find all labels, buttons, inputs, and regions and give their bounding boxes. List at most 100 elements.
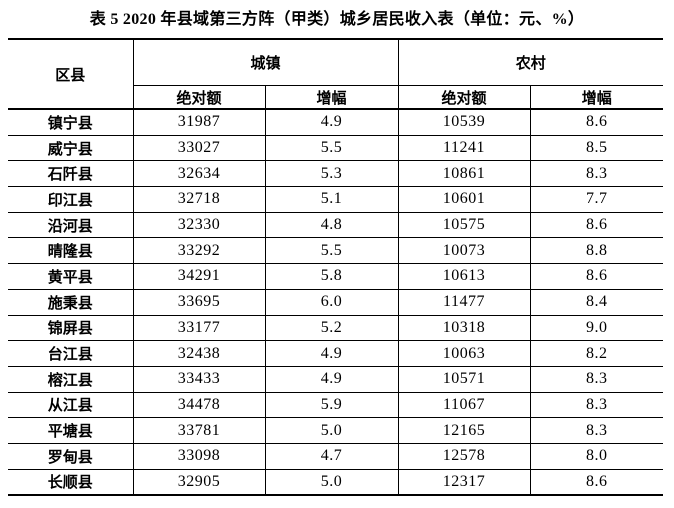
table-row: 黄平县 34291 5.8 10613 8.6	[8, 263, 663, 290]
rural-absolute-cell: 10073	[397, 237, 530, 265]
urban-absolute-cell: 33027	[132, 135, 265, 162]
table-row: 榕江县 33433 4.9 10571 8.3	[8, 366, 663, 393]
urban-absolute-cell: 31987	[132, 109, 265, 136]
rural-growth-cell: 8.6	[529, 109, 663, 136]
rural-growth-cell: 9.0	[529, 315, 663, 342]
county-cell: 长顺县	[8, 469, 133, 496]
urban-growth-cell: 5.2	[264, 315, 398, 342]
table-header-sub: 绝对额 增幅 绝对额 增幅	[8, 85, 663, 110]
urban-absolute-cell: 32438	[132, 340, 265, 367]
rural-growth-cell: 8.3	[529, 160, 663, 188]
county-cell: 镇宁县	[8, 109, 133, 136]
urban-growth-cell: 4.9	[264, 366, 398, 393]
urban-absolute-cell: 34291	[132, 263, 265, 290]
table-row: 石阡县 32634 5.3 10861 8.3	[8, 160, 663, 188]
rural-growth-cell: 8.4	[529, 289, 663, 316]
county-cell: 施秉县	[8, 289, 133, 316]
rural-growth-cell: 8.6	[529, 263, 663, 290]
table-title: 表 5 2020 年县域第三方阵（甲类）城乡居民收入表（单位：元、%）	[89, 11, 585, 28]
rural-absolute-cell: 10601	[397, 186, 530, 213]
county-cell: 沿河县	[8, 212, 133, 239]
county-cell: 锦屏县	[8, 315, 133, 342]
header-urban: 城镇	[132, 39, 398, 86]
header-rural: 农村	[397, 39, 663, 86]
header-rural-growth: 增幅	[529, 85, 663, 110]
urban-absolute-cell: 33781	[132, 417, 265, 444]
table-row: 罗甸县 33098 4.7 12578 8.0	[8, 443, 663, 470]
rural-growth-cell: 8.3	[529, 366, 663, 393]
rural-growth-cell: 8.5	[529, 135, 663, 162]
urban-growth-cell: 5.0	[264, 469, 398, 496]
rural-absolute-cell: 11067	[397, 392, 530, 419]
rural-growth-cell: 8.6	[529, 212, 663, 239]
urban-absolute-cell: 33292	[132, 237, 265, 265]
urban-absolute-cell: 33098	[132, 443, 265, 470]
rural-absolute-cell: 10063	[397, 340, 530, 367]
table-row: 台江县 32438 4.9 10063 8.2	[8, 340, 663, 367]
rural-growth-cell: 8.8	[529, 237, 663, 265]
table-row: 从江县 34478 5.9 11067 8.3	[8, 392, 663, 419]
urban-absolute-cell: 32718	[132, 186, 265, 213]
urban-growth-cell: 5.5	[264, 135, 398, 162]
rural-growth-cell: 7.7	[529, 186, 663, 213]
table-row: 施秉县 33695 6.0 11477 8.4	[8, 289, 663, 316]
table-row: 印江县 32718 5.1 10601 7.7	[8, 186, 663, 213]
urban-absolute-cell: 34478	[132, 392, 265, 419]
header-urban-growth: 增幅	[264, 85, 398, 110]
rural-absolute-cell: 10613	[397, 263, 530, 290]
rural-absolute-cell: 10575	[397, 212, 530, 239]
county-cell: 黄平县	[8, 263, 133, 290]
county-cell: 罗甸县	[8, 443, 133, 470]
urban-absolute-cell: 32905	[132, 469, 265, 496]
urban-growth-cell: 5.9	[264, 392, 398, 419]
county-cell: 晴隆县	[8, 237, 133, 265]
rural-absolute-cell: 10318	[397, 315, 530, 342]
county-cell: 台江县	[8, 340, 133, 367]
urban-absolute-cell: 33177	[132, 315, 265, 342]
table-row: 锦屏县 33177 5.2 10318 9.0	[8, 315, 663, 342]
urban-growth-cell: 4.7	[264, 443, 398, 470]
urban-growth-cell: 4.8	[264, 212, 398, 239]
urban-growth-cell: 5.1	[264, 186, 398, 213]
rural-growth-cell: 8.2	[529, 340, 663, 367]
urban-growth-cell: 5.5	[264, 237, 398, 265]
county-cell: 从江县	[8, 392, 133, 419]
county-cell: 榕江县	[8, 366, 133, 393]
header-county: 区县	[8, 39, 133, 110]
header-urban-absolute: 绝对额	[132, 85, 265, 110]
rural-absolute-cell: 10861	[397, 160, 530, 188]
rural-growth-cell: 8.3	[529, 417, 663, 444]
header-rural-absolute: 绝对额	[397, 85, 530, 110]
urban-absolute-cell: 32634	[132, 160, 265, 188]
urban-absolute-cell: 33695	[132, 289, 265, 316]
urban-absolute-cell: 32330	[132, 212, 265, 239]
county-cell: 印江县	[8, 186, 133, 213]
urban-growth-cell: 4.9	[264, 340, 398, 367]
rural-absolute-cell: 11477	[397, 289, 530, 316]
urban-growth-cell: 4.9	[264, 109, 398, 136]
urban-growth-cell: 5.0	[264, 417, 398, 444]
rural-absolute-cell: 12317	[397, 469, 530, 496]
urban-growth-cell: 6.0	[264, 289, 398, 316]
table-row: 平塘县 33781 5.0 12165 8.3	[8, 417, 663, 444]
table-row: 长顺县 32905 5.0 12317 8.6	[8, 469, 663, 496]
table-row: 威宁县 33027 5.5 11241 8.5	[8, 135, 663, 162]
table-row: 晴隆县 33292 5.5 10073 8.8	[8, 237, 663, 265]
rural-absolute-cell: 11241	[397, 135, 530, 162]
rural-growth-cell: 8.0	[529, 443, 663, 470]
urban-growth-cell: 5.8	[264, 263, 398, 290]
rural-growth-cell: 8.6	[529, 469, 663, 496]
county-cell: 石阡县	[8, 160, 133, 188]
rural-absolute-cell: 12165	[397, 417, 530, 444]
table-row: 镇宁县 31987 4.9 10539 8.6	[8, 109, 663, 136]
income-table: 区县 城镇 农村 绝对额 增幅 绝对额 增幅 镇宁县 31987 4.9 105…	[8, 38, 663, 497]
urban-absolute-cell: 33433	[132, 366, 265, 393]
rural-absolute-cell: 10571	[397, 366, 530, 393]
county-cell: 威宁县	[8, 135, 133, 162]
table-row: 沿河县 32330 4.8 10575 8.6	[8, 212, 663, 239]
rural-growth-cell: 8.3	[529, 392, 663, 419]
county-cell: 平塘县	[8, 417, 133, 444]
rural-absolute-cell: 12578	[397, 443, 530, 470]
table-header-groups: 区县 城镇 农村	[8, 39, 663, 110]
